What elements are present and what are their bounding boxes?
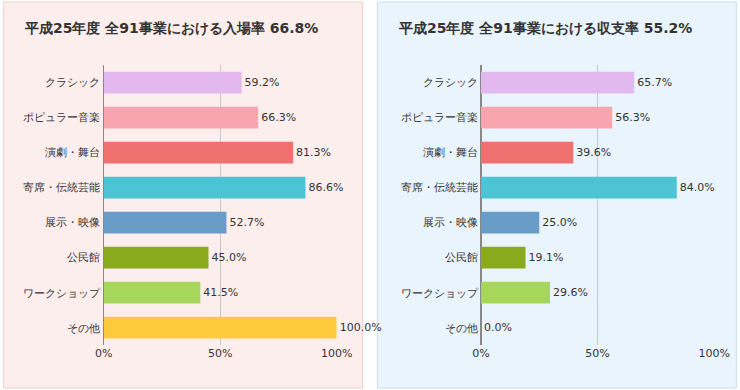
- svg-text:演劇・舞台: 演劇・舞台: [45, 146, 100, 159]
- svg-text:公民館: 公民館: [67, 251, 100, 264]
- svg-text:クラシック: クラシック: [423, 76, 478, 89]
- svg-text:平成25年度 全91事業における入場率 66.8%: 平成25年度 全91事業における入場率 66.8%: [24, 20, 318, 36]
- svg-text:65.7%: 65.7%: [637, 76, 672, 89]
- svg-text:100%: 100%: [321, 347, 352, 360]
- svg-text:0.0%: 0.0%: [484, 321, 512, 334]
- svg-text:ポピュラー音楽: ポピュラー音楽: [401, 111, 478, 124]
- svg-text:84.0%: 84.0%: [680, 181, 715, 194]
- svg-text:39.6%: 39.6%: [576, 146, 611, 159]
- svg-text:50%: 50%: [208, 347, 232, 360]
- svg-text:45.0%: 45.0%: [212, 251, 247, 264]
- svg-text:41.5%: 41.5%: [203, 286, 238, 299]
- svg-text:ワークショップ: ワークショップ: [401, 287, 479, 300]
- svg-text:公民館: 公民館: [445, 251, 478, 264]
- svg-text:その他: その他: [445, 322, 478, 335]
- svg-text:52.7%: 52.7%: [229, 216, 264, 229]
- svg-text:平成25年度 全91事業における収支率 55.2%: 平成25年度 全91事業における収支率 55.2%: [398, 20, 692, 36]
- svg-text:その他: その他: [67, 322, 100, 335]
- svg-text:66.3%: 66.3%: [261, 111, 296, 124]
- svg-text:ワークショップ: ワークショップ: [23, 287, 101, 300]
- svg-text:展示・映像: 展示・映像: [45, 216, 100, 229]
- svg-text:寄席・伝統芸能: 寄席・伝統芸能: [23, 181, 100, 194]
- svg-text:クラシック: クラシック: [45, 76, 100, 89]
- svg-text:29.6%: 29.6%: [553, 286, 588, 299]
- svg-text:100.0%: 100.0%: [340, 321, 382, 334]
- svg-text:寄席・伝統芸能: 寄席・伝統芸能: [401, 181, 478, 194]
- svg-text:25.0%: 25.0%: [542, 216, 577, 229]
- svg-text:19.1%: 19.1%: [529, 251, 564, 264]
- svg-text:100%: 100%: [698, 347, 729, 360]
- svg-text:ポピュラー音楽: ポピュラー音楽: [23, 111, 100, 124]
- svg-text:0%: 0%: [472, 347, 489, 360]
- svg-text:86.6%: 86.6%: [308, 181, 343, 194]
- svg-text:56.3%: 56.3%: [615, 111, 650, 124]
- svg-text:81.3%: 81.3%: [296, 146, 331, 159]
- svg-text:50%: 50%: [585, 347, 609, 360]
- svg-text:展示・映像: 展示・映像: [423, 216, 478, 229]
- svg-text:0%: 0%: [95, 347, 112, 360]
- svg-text:59.2%: 59.2%: [245, 76, 280, 89]
- svg-text:演劇・舞台: 演劇・舞台: [423, 146, 478, 159]
